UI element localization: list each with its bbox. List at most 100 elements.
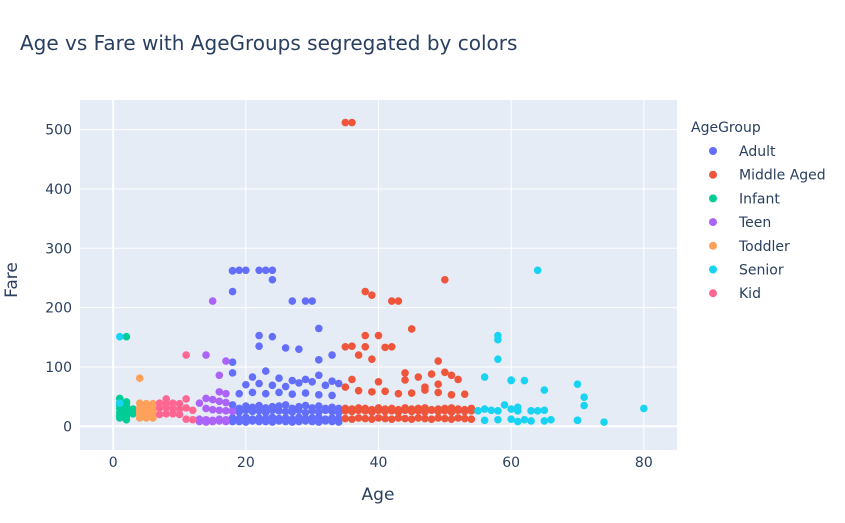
point-middle-aged[interactable] xyxy=(348,415,356,423)
point-middle-aged[interactable] xyxy=(467,407,476,415)
point-infant[interactable] xyxy=(116,414,124,422)
point-senior[interactable] xyxy=(573,380,582,388)
point-senior[interactable] xyxy=(514,407,522,415)
point-teen[interactable] xyxy=(228,407,237,416)
point-senior[interactable] xyxy=(527,407,535,415)
point-adult[interactable] xyxy=(301,389,310,397)
point-middle-aged[interactable] xyxy=(394,389,403,398)
point-middle-aged[interactable] xyxy=(361,287,370,296)
point-middle-aged[interactable] xyxy=(427,415,436,423)
point-teen[interactable] xyxy=(208,417,217,426)
point-middle-aged[interactable] xyxy=(401,369,409,377)
point-adult[interactable] xyxy=(288,297,297,305)
point-adult[interactable] xyxy=(228,417,237,426)
point-middle-aged[interactable] xyxy=(381,343,389,352)
point-middle-aged[interactable] xyxy=(348,407,356,416)
point-senior[interactable] xyxy=(573,416,582,425)
point-adult[interactable] xyxy=(308,417,316,426)
point-middle-aged[interactable] xyxy=(441,407,449,415)
point-adult[interactable] xyxy=(308,407,316,415)
point-infant[interactable] xyxy=(129,410,137,418)
point-middle-aged[interactable] xyxy=(454,414,462,422)
point-adult[interactable] xyxy=(288,376,297,385)
point-teen[interactable] xyxy=(202,351,210,359)
point-adult[interactable] xyxy=(275,388,283,397)
point-teen[interactable] xyxy=(222,417,230,426)
point-middle-aged[interactable] xyxy=(348,342,356,350)
point-middle-aged[interactable] xyxy=(394,408,403,416)
point-senior[interactable] xyxy=(520,376,529,385)
point-toddler[interactable] xyxy=(135,374,144,383)
point-middle-aged[interactable] xyxy=(454,375,462,384)
point-middle-aged[interactable] xyxy=(401,376,409,384)
point-adult[interactable] xyxy=(295,379,303,387)
point-teen[interactable] xyxy=(222,357,230,365)
point-adult[interactable] xyxy=(301,375,310,384)
point-adult[interactable] xyxy=(248,388,257,397)
point-middle-aged[interactable] xyxy=(427,370,436,378)
point-adult[interactable] xyxy=(321,406,330,415)
point-adult[interactable] xyxy=(242,406,250,415)
point-infant[interactable] xyxy=(122,332,131,341)
point-kid[interactable] xyxy=(188,415,197,424)
legend-item-adult[interactable]: Adult xyxy=(709,144,776,160)
point-teen[interactable] xyxy=(215,371,224,380)
point-adult[interactable] xyxy=(328,407,336,416)
point-adult[interactable] xyxy=(261,389,270,398)
point-middle-aged[interactable] xyxy=(387,407,396,415)
point-middle-aged[interactable] xyxy=(434,380,443,388)
point-teen[interactable] xyxy=(208,395,217,404)
point-middle-aged[interactable] xyxy=(414,414,423,422)
point-adult[interactable] xyxy=(301,408,310,417)
point-adult[interactable] xyxy=(248,407,257,416)
point-middle-aged[interactable] xyxy=(348,375,356,384)
point-middle-aged[interactable] xyxy=(348,118,356,127)
point-adult[interactable] xyxy=(308,377,316,386)
point-teen[interactable] xyxy=(215,406,224,415)
point-adult[interactable] xyxy=(255,331,263,340)
legend-item-toddler[interactable]: Toddler xyxy=(709,239,790,255)
point-kid[interactable] xyxy=(182,415,190,423)
point-middle-aged[interactable] xyxy=(447,408,456,416)
point-adult[interactable] xyxy=(228,369,237,377)
point-teen[interactable] xyxy=(195,399,204,407)
point-middle-aged[interactable] xyxy=(441,414,449,423)
point-teen[interactable] xyxy=(215,417,224,425)
point-adult[interactable] xyxy=(321,381,330,390)
legend-item-infant[interactable]: Infant xyxy=(709,191,780,207)
point-senior[interactable] xyxy=(116,332,124,341)
point-adult[interactable] xyxy=(255,407,263,415)
point-adult[interactable] xyxy=(248,373,257,381)
point-adult[interactable] xyxy=(288,408,297,416)
point-middle-aged[interactable] xyxy=(414,407,423,415)
point-middle-aged[interactable] xyxy=(401,414,409,423)
point-middle-aged[interactable] xyxy=(374,331,383,340)
point-teen[interactable] xyxy=(202,418,210,426)
point-senior[interactable] xyxy=(580,393,588,402)
point-adult[interactable] xyxy=(301,297,310,305)
point-middle-aged[interactable] xyxy=(421,408,429,416)
point-kid[interactable] xyxy=(162,404,171,412)
point-adult[interactable] xyxy=(235,266,243,275)
point-middle-aged[interactable] xyxy=(361,342,370,351)
point-middle-aged[interactable] xyxy=(368,355,376,364)
point-middle-aged[interactable] xyxy=(441,275,449,284)
point-adult[interactable] xyxy=(334,408,343,417)
point-kid[interactable] xyxy=(188,406,197,415)
point-senior[interactable] xyxy=(540,386,549,394)
point-kid[interactable] xyxy=(182,395,190,403)
point-middle-aged[interactable] xyxy=(387,342,396,351)
point-middle-aged[interactable] xyxy=(394,414,403,422)
point-middle-aged[interactable] xyxy=(381,387,389,396)
point-middle-aged[interactable] xyxy=(407,407,416,416)
point-middle-aged[interactable] xyxy=(341,414,350,423)
point-middle-aged[interactable] xyxy=(467,415,476,423)
point-adult[interactable] xyxy=(275,374,283,383)
point-middle-aged[interactable] xyxy=(368,408,376,416)
point-middle-aged[interactable] xyxy=(361,414,370,423)
point-middle-aged[interactable] xyxy=(434,388,443,397)
point-adult[interactable] xyxy=(248,417,257,425)
point-adult[interactable] xyxy=(328,391,336,400)
point-middle-aged[interactable] xyxy=(447,415,456,423)
point-teen[interactable] xyxy=(215,388,224,396)
